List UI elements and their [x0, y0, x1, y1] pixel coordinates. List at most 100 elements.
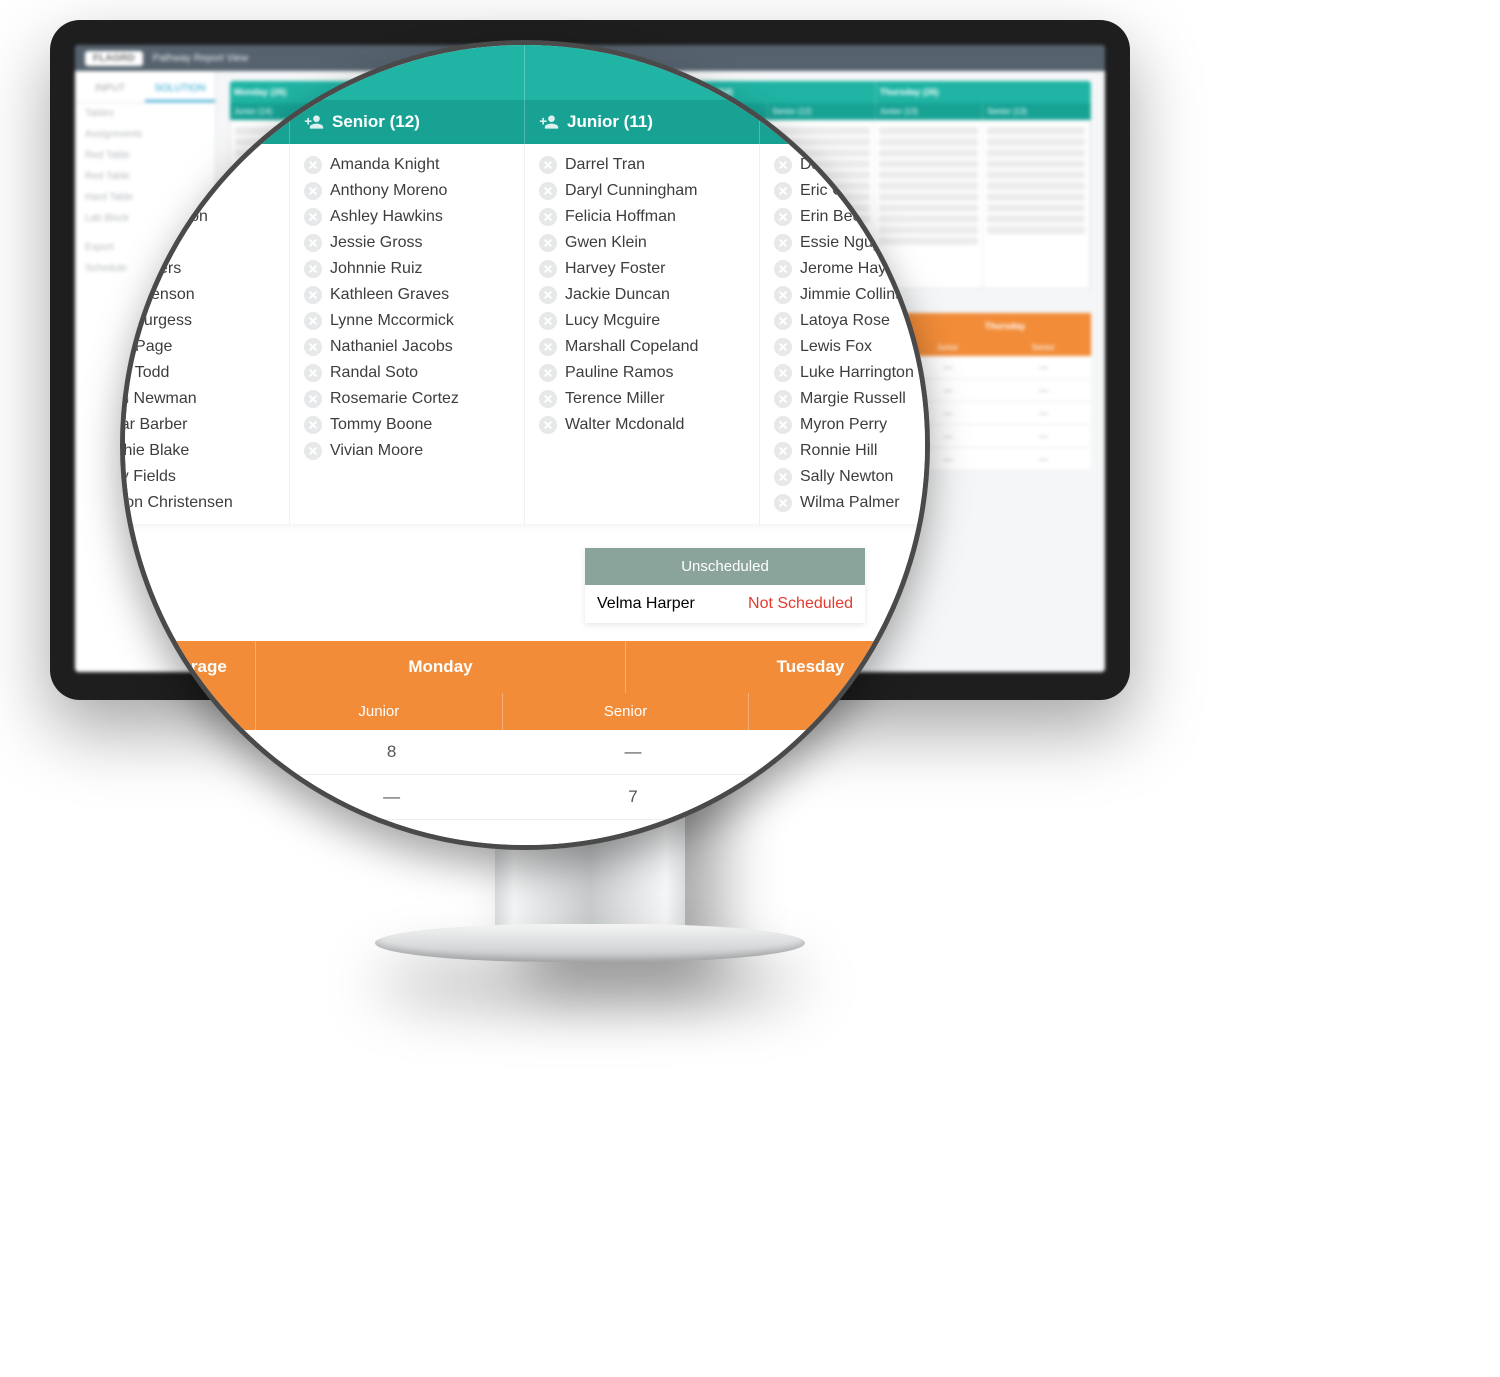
coverage-row: 1/12—7 — [120, 775, 930, 820]
student-item[interactable]: Gwen Klein — [525, 230, 759, 256]
remove-icon[interactable] — [539, 260, 557, 278]
add-person-icon[interactable] — [539, 112, 559, 132]
remove-icon[interactable] — [304, 364, 322, 382]
remove-icon[interactable] — [304, 312, 322, 330]
add-person-icon[interactable] — [304, 112, 324, 132]
student-item[interactable]: Margie Russell — [760, 386, 930, 412]
student-item[interactable]: Nathaniel Jacobs — [290, 334, 524, 360]
add-person-icon[interactable] — [774, 112, 794, 132]
student-item[interactable]: Becky Hampton — [120, 204, 289, 230]
grade-header[interactable]: Junior (14) — [120, 100, 290, 144]
remove-icon[interactable] — [774, 468, 792, 486]
remove-icon[interactable] — [304, 156, 322, 174]
student-item[interactable]: Jessie Gross — [290, 230, 524, 256]
student-item[interactable]: Rosemarie Cortez — [290, 386, 524, 412]
remove-icon[interactable] — [774, 494, 792, 512]
remove-icon[interactable] — [774, 234, 792, 252]
remove-icon[interactable] — [304, 338, 322, 356]
remove-icon[interactable] — [539, 234, 557, 252]
remove-icon[interactable] — [774, 208, 792, 226]
grade-header[interactable]: Senior (12) — [290, 100, 525, 144]
remove-icon[interactable] — [774, 416, 792, 434]
student-item[interactable]: Amanda Knight — [290, 152, 524, 178]
student-item[interactable]: Kathleen Graves — [290, 282, 524, 308]
remove-icon[interactable] — [539, 390, 557, 408]
remove-icon[interactable] — [539, 338, 557, 356]
student-item[interactable]: Tommy Boone — [290, 412, 524, 438]
student-item[interactable]: Anthony Moreno — [290, 178, 524, 204]
remove-icon[interactable] — [304, 390, 322, 408]
remove-icon[interactable] — [539, 156, 557, 174]
student-item[interactable]: Sally Newton — [760, 464, 930, 490]
remove-icon[interactable] — [539, 286, 557, 304]
remove-icon[interactable] — [774, 260, 792, 278]
student-item[interactable]: Lucy Mcguire — [525, 308, 759, 334]
remove-icon[interactable] — [774, 364, 792, 382]
remove-icon[interactable] — [304, 260, 322, 278]
remove-icon[interactable] — [774, 156, 792, 174]
student-item[interactable]: Latoya Rose — [760, 308, 930, 334]
student-item[interactable]: Ada Shaw — [120, 152, 289, 178]
student-item[interactable]: Terence Miller — [525, 386, 759, 412]
student-item[interactable]: Lynne Mccormick — [290, 308, 524, 334]
remove-icon[interactable] — [774, 442, 792, 460]
grade-header[interactable]: Senior (14) — [760, 100, 930, 144]
student-item[interactable]: Eric Gordon — [760, 178, 930, 204]
student-item[interactable]: Erin Becker — [760, 204, 930, 230]
student-item[interactable]: Pauline Ramos — [525, 360, 759, 386]
student-item[interactable]: Darrel Tran — [525, 152, 759, 178]
unscheduled-row[interactable]: Velma Harper Not Scheduled — [585, 585, 865, 623]
student-item[interactable]: Antonio Tate — [120, 178, 289, 204]
student-item[interactable]: Leah Todd — [120, 360, 289, 386]
student-item[interactable]: Walter Mcdonald — [525, 412, 759, 438]
remove-icon[interactable] — [304, 442, 322, 460]
remove-icon[interactable] — [774, 390, 792, 408]
student-item[interactable]: Wilson Christensen — [120, 490, 289, 516]
remove-icon[interactable] — [304, 416, 322, 434]
student-item[interactable]: Luke Harrington — [760, 360, 930, 386]
student-item[interactable]: Felicia Hoffman — [525, 204, 759, 230]
student-item[interactable]: Wilma Palmer — [760, 490, 930, 516]
student-name: Essie Nguyen — [800, 234, 899, 252]
student-item[interactable]: Ronnie Hill — [760, 438, 930, 464]
student-item[interactable]: Jose Burgess — [120, 308, 289, 334]
student-item[interactable]: Daniel — [760, 152, 930, 178]
student-item[interactable]: Vivian Moore — [290, 438, 524, 464]
student-item[interactable]: Lewis Fox — [760, 334, 930, 360]
student-item[interactable]: Doug Myers — [120, 256, 289, 282]
remove-icon[interactable] — [304, 208, 322, 226]
remove-icon[interactable] — [304, 182, 322, 200]
remove-icon[interactable] — [539, 364, 557, 382]
student-item[interactable]: Lana Page — [120, 334, 289, 360]
student-name: Gwen Klein — [565, 234, 647, 252]
student-item[interactable]: Blake Pratt — [120, 230, 289, 256]
student-item[interactable]: Harvey Foster — [525, 256, 759, 282]
student-item[interactable]: Marshall Copeland — [525, 334, 759, 360]
remove-icon[interactable] — [539, 208, 557, 226]
remove-icon[interactable] — [774, 286, 792, 304]
student-item[interactable]: Ed Stevenson — [120, 282, 289, 308]
remove-icon[interactable] — [774, 338, 792, 356]
student-item[interactable]: Essie Nguyen — [760, 230, 930, 256]
student-item[interactable]: Jackie Duncan — [525, 282, 759, 308]
student-item[interactable]: Jerome Haynes — [760, 256, 930, 282]
student-item[interactable]: Johnnie Ruiz — [290, 256, 524, 282]
remove-icon[interactable] — [539, 416, 557, 434]
remove-icon[interactable] — [774, 312, 792, 330]
student-name: Lynn Newman — [120, 390, 197, 408]
student-item[interactable]: Ashley Hawkins — [290, 204, 524, 230]
student-item[interactable]: Lynn Newman — [120, 386, 289, 412]
student-item[interactable]: Jimmie Collins — [760, 282, 930, 308]
grade-header[interactable]: Junior (11) — [525, 100, 760, 144]
remove-icon[interactable] — [539, 312, 557, 330]
remove-icon[interactable] — [304, 234, 322, 252]
remove-icon[interactable] — [539, 182, 557, 200]
student-item[interactable]: Randal Soto — [290, 360, 524, 386]
student-item[interactable]: Sophie Blake — [120, 438, 289, 464]
remove-icon[interactable] — [304, 286, 322, 304]
student-item[interactable]: Toby Fields — [120, 464, 289, 490]
student-item[interactable]: Omar Barber — [120, 412, 289, 438]
student-item[interactable]: Daryl Cunningham — [525, 178, 759, 204]
remove-icon[interactable] — [774, 182, 792, 200]
student-item[interactable]: Myron Perry — [760, 412, 930, 438]
